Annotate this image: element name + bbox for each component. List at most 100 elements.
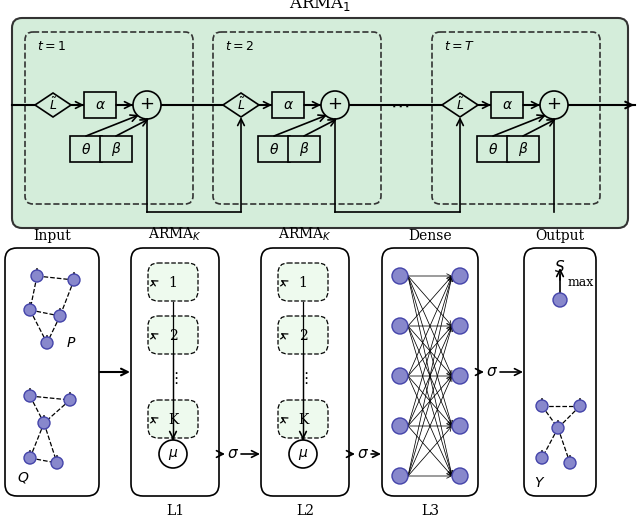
Circle shape: [452, 468, 468, 484]
FancyBboxPatch shape: [148, 316, 198, 354]
FancyBboxPatch shape: [432, 32, 600, 204]
Text: 1: 1: [168, 276, 177, 290]
Text: ARMA$_K$: ARMA$_K$: [278, 226, 332, 243]
Text: $P$: $P$: [66, 336, 76, 350]
Text: $\alpha$: $\alpha$: [282, 98, 294, 112]
FancyBboxPatch shape: [524, 248, 596, 496]
Text: 2: 2: [299, 329, 307, 343]
Circle shape: [540, 91, 568, 119]
FancyBboxPatch shape: [213, 32, 381, 204]
Text: max: max: [568, 276, 595, 289]
Text: $\mu$: $\mu$: [168, 446, 178, 461]
Text: $\tilde{L}$: $\tilde{L}$: [49, 97, 58, 113]
FancyBboxPatch shape: [278, 400, 328, 438]
Text: ARMA$_K$: ARMA$_K$: [148, 226, 202, 243]
Text: +: +: [547, 95, 561, 113]
Text: $\beta$: $\beta$: [299, 140, 309, 158]
FancyBboxPatch shape: [12, 18, 628, 228]
Text: $\sigma$: $\sigma$: [227, 447, 239, 461]
Text: Dense: Dense: [408, 229, 452, 243]
Circle shape: [452, 318, 468, 334]
Text: K: K: [168, 413, 178, 427]
Circle shape: [564, 457, 576, 469]
Text: $Q$: $Q$: [17, 470, 29, 485]
Text: Output: Output: [536, 229, 584, 243]
Bar: [507, 136, 539, 162]
Circle shape: [64, 394, 76, 406]
Bar: [258, 136, 290, 162]
Circle shape: [392, 368, 408, 384]
FancyBboxPatch shape: [148, 263, 198, 301]
Text: $Y$: $Y$: [534, 476, 546, 490]
Circle shape: [536, 452, 548, 464]
Text: L3: L3: [421, 504, 439, 518]
Circle shape: [54, 310, 66, 322]
Text: $\theta$: $\theta$: [488, 141, 498, 157]
Circle shape: [289, 440, 317, 468]
Text: $\beta$: $\beta$: [111, 140, 121, 158]
Text: 2: 2: [168, 329, 177, 343]
Text: $\theta$: $\theta$: [269, 141, 279, 157]
Circle shape: [553, 293, 567, 307]
Text: K: K: [298, 413, 308, 427]
FancyBboxPatch shape: [278, 263, 328, 301]
Polygon shape: [223, 93, 259, 117]
Circle shape: [392, 418, 408, 434]
Text: $\beta$: $\beta$: [518, 140, 528, 158]
Text: $\alpha$: $\alpha$: [95, 98, 106, 112]
Text: L2: L2: [296, 504, 314, 518]
Circle shape: [452, 268, 468, 284]
Text: Input: Input: [33, 229, 71, 243]
Text: $\sigma$: $\sigma$: [486, 365, 498, 379]
FancyBboxPatch shape: [131, 248, 219, 496]
Text: +: +: [140, 95, 154, 113]
Circle shape: [24, 452, 36, 464]
Bar: [288, 136, 320, 162]
Bar: [100, 136, 132, 162]
Text: $\sigma$: $\sigma$: [357, 447, 369, 461]
Text: +: +: [328, 95, 342, 113]
Bar: [491, 92, 523, 118]
FancyBboxPatch shape: [5, 248, 99, 496]
Text: L1: L1: [166, 504, 184, 518]
Circle shape: [68, 274, 80, 286]
Bar: [70, 136, 102, 162]
Text: $t=T$: $t=T$: [444, 40, 475, 53]
Bar: [477, 136, 509, 162]
Circle shape: [552, 422, 564, 434]
Text: $t=1$: $t=1$: [37, 40, 66, 53]
Text: $S$: $S$: [554, 259, 566, 275]
Text: $\cdots$: $\cdots$: [390, 96, 410, 114]
Circle shape: [574, 400, 586, 412]
Text: $\mu$: $\mu$: [298, 446, 308, 461]
Circle shape: [24, 304, 36, 316]
FancyBboxPatch shape: [148, 400, 198, 438]
Circle shape: [24, 390, 36, 402]
Circle shape: [41, 337, 53, 349]
Circle shape: [536, 400, 548, 412]
FancyBboxPatch shape: [382, 248, 478, 496]
Circle shape: [38, 417, 50, 429]
Polygon shape: [442, 93, 478, 117]
Text: $\vdots$: $\vdots$: [168, 370, 178, 386]
Circle shape: [31, 270, 43, 282]
Text: $t=2$: $t=2$: [225, 40, 254, 53]
Text: $\theta$: $\theta$: [81, 141, 91, 157]
Text: $\alpha$: $\alpha$: [502, 98, 513, 112]
Circle shape: [392, 468, 408, 484]
Circle shape: [452, 368, 468, 384]
Text: ARMA$_1$: ARMA$_1$: [289, 0, 351, 13]
Circle shape: [452, 418, 468, 434]
Circle shape: [392, 268, 408, 284]
FancyBboxPatch shape: [25, 32, 193, 204]
Circle shape: [159, 440, 187, 468]
Text: $\tilde{L}$: $\tilde{L}$: [456, 97, 465, 113]
FancyBboxPatch shape: [261, 248, 349, 496]
Text: 1: 1: [299, 276, 307, 290]
Circle shape: [133, 91, 161, 119]
Circle shape: [51, 457, 63, 469]
Circle shape: [321, 91, 349, 119]
Text: $\tilde{L}$: $\tilde{L}$: [237, 97, 245, 113]
Polygon shape: [35, 93, 71, 117]
Circle shape: [392, 318, 408, 334]
